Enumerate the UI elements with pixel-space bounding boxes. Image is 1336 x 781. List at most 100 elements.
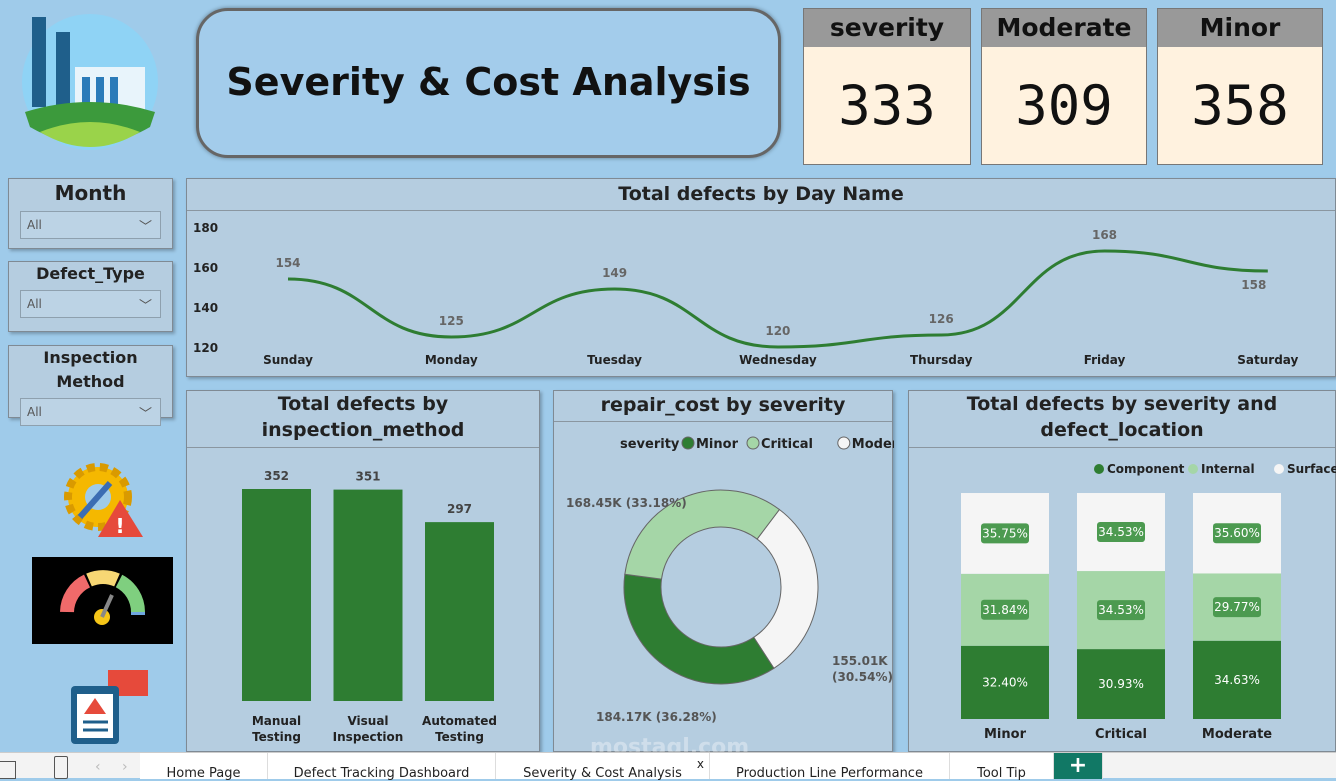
defects-by-severity-location-chart: Total defects by severity and defect_loc… [908,390,1336,752]
chart-title: repair_cost by severity [554,391,892,422]
data-label: 352 [264,469,289,483]
page-view-icon[interactable] [0,761,16,779]
kpi-value: 333 [838,74,936,137]
x-tick-label: Wednesday [739,353,817,367]
x-tick-label: Manual [252,714,301,728]
data-label-bg [981,599,1029,620]
legend-label: Component [1107,462,1185,476]
inspection-method-slicer: Inspection Method All ﹀ [8,345,173,426]
clipboard-warning-icon[interactable] [68,668,152,746]
data-label-bg [1097,522,1145,543]
legend-label: Moderate [852,437,894,452]
data-label: 30.93% [1098,677,1144,691]
close-tab-icon[interactable]: x [696,757,704,771]
data-label-bg [1097,600,1145,621]
legend-label: Minor [696,437,739,452]
tab-production-line-performance[interactable]: Production Line Performance [710,753,950,781]
legend-marker [1274,464,1284,474]
data-label: (30.54%) [832,670,893,684]
donut-slice [753,508,819,669]
tab-tool-tip[interactable]: Tool Tip [950,753,1054,781]
chevron-down-icon: ﹀ [138,299,152,314]
data-label: 168 [1092,228,1117,242]
data-label-bg [1213,523,1261,544]
next-page-icon[interactable]: › [122,759,128,775]
x-tick-label: Automated [422,714,497,728]
data-label: 297 [447,502,472,516]
data-label: 120 [765,324,790,338]
series-line [287,249,1268,349]
kpi-value: 309 [1015,74,1113,137]
gauge-icon[interactable] [32,557,173,644]
data-label-bg [981,523,1029,544]
kpi-value: 358 [1191,74,1289,137]
mobile-view-icon[interactable] [54,756,68,779]
x-tick-label: Testing [252,730,301,744]
bar-segment [961,645,1049,719]
x-tick-label: Thursday [910,353,973,367]
x-tick-label: Monday [425,353,478,367]
legend-marker [1094,464,1104,474]
bar-segment [1193,640,1281,719]
x-tick-label: Visual [347,714,388,728]
data-label: 34.53% [1098,603,1144,617]
data-label: 29.77% [1214,600,1260,614]
y-tick-label: 120 [193,341,218,355]
donut-slice [624,489,781,580]
legend-label: Critical [761,437,813,452]
data-label: 125 [439,314,464,328]
kpi-card-minor: Minor 358 [1157,8,1323,165]
dropdown-value: All [27,405,42,419]
tab-home-page[interactable]: Home Page [140,753,268,781]
slicer-title: Month [54,181,127,205]
slicer-title: Defect_Type [36,264,145,283]
defect-type-slicer: Defect_Type All ﹀ [8,261,173,332]
svg-text:!: ! [115,514,124,538]
legend-marker [746,436,760,450]
tab-defect-tracking-dashboard[interactable]: Defect Tracking Dashboard [268,753,496,781]
data-label: 155.01K [832,654,888,668]
kpi-label: Minor [1158,9,1322,47]
month-dropdown[interactable]: All ﹀ [20,211,161,239]
chart-title: Total defects by severity and defect_loc… [909,391,1335,448]
tab-severity-cost-analysis[interactable]: Severity & Cost Analysis x [496,753,710,781]
dropdown-value: All [27,297,42,311]
data-label: 32.40% [982,675,1028,689]
x-tick-label: Critical [1095,727,1147,742]
data-label: 31.84% [982,603,1028,617]
data-label: 168.45K (33.18%) [566,496,687,510]
legend-marker [681,436,695,450]
data-label: 34.53% [1098,525,1144,539]
data-label: 149 [602,266,627,280]
inspection-method-dropdown[interactable]: All ﹀ [20,398,161,426]
kpi-card-severity: severity 333 [803,8,971,165]
slicer-title: Inspection Method [43,348,138,391]
data-label: 126 [929,312,954,326]
month-slicer: Month All ﹀ [8,178,173,249]
bar-segment [1077,649,1165,719]
donut-slice [623,573,775,685]
data-label: 351 [355,470,380,484]
bar [242,489,311,701]
x-tick-label: Saturday [1237,353,1298,367]
legend-marker [1188,464,1198,474]
add-page-button[interactable]: + [1054,753,1103,779]
bar [333,489,403,701]
data-label: 35.75% [982,526,1028,540]
chart-title: Total defects by inspection_method [187,391,539,448]
defect-type-dropdown[interactable]: All ﹀ [20,290,161,318]
page-tabs-bar: ‹ › Home Page Defect Tracking Dashboard … [0,752,1336,781]
y-tick-label: 140 [193,301,218,315]
title-banner: Severity & Cost Analysis [186,4,792,166]
gear-warning-icon[interactable]: ! [58,455,146,543]
data-label: 35.60% [1214,526,1260,540]
kpi-card-moderate: Moderate 309 [981,8,1147,165]
prev-page-icon[interactable]: ‹ [95,759,101,775]
data-label: 158 [1241,278,1266,292]
defects-by-day-chart: Total defects by Day Name 120 140 160 180 Su… [186,178,1336,377]
x-tick-label: Minor [984,727,1027,742]
legend-marker [837,436,851,450]
x-tick-label: Sunday [263,353,313,367]
chart-title: Total defects by Day Name [187,179,1335,211]
y-tick-label: 180 [193,221,218,235]
